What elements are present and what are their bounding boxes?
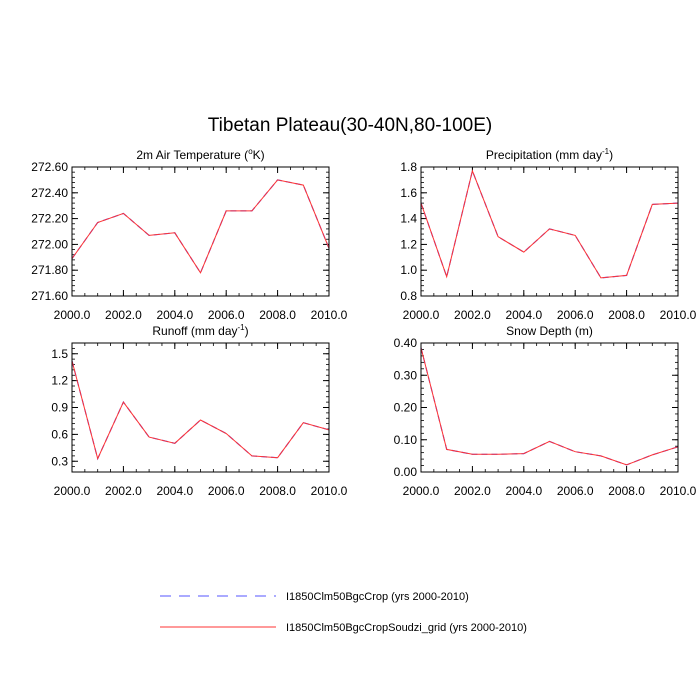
x-tick-label: 2010.0 xyxy=(311,484,348,498)
legend: I1850Clm50BgcCrop (yrs 2000-2010) I1850C… xyxy=(160,591,527,634)
x-tick-label: 2010.0 xyxy=(311,308,348,322)
plot-frame xyxy=(71,342,330,473)
y-tick-label: 1.8 xyxy=(400,160,417,174)
x-tick-label: 2006.0 xyxy=(208,308,245,322)
y-tick-label: 0.00 xyxy=(394,465,418,479)
x-tick-label: 2000.0 xyxy=(403,484,440,498)
y-tick-label: 272.20 xyxy=(31,212,68,226)
legend-label-soudzi: I1850Clm50BgcCropSoudzi_grid (yrs 2000-2… xyxy=(286,622,527,634)
x-tick-label: 2008.0 xyxy=(259,484,296,498)
x-tick-label: 2010.0 xyxy=(660,308,697,322)
panels: 2000.0 2002.0 2004.0 2006.0 2008.0 2010.0 271.… xyxy=(31,147,696,498)
x-tick-label: 2002.0 xyxy=(454,484,491,498)
panel-title: 2m Air Temperature (oK) xyxy=(136,147,264,162)
y-tick-label: 1.5 xyxy=(51,347,68,361)
plot-frame xyxy=(420,342,679,473)
x-tick-label: 2000.0 xyxy=(54,308,91,322)
panel-title: Snow Depth (m) xyxy=(506,324,593,338)
x-tick-label: 2004.0 xyxy=(505,308,542,322)
y-tick-label: 272.60 xyxy=(31,160,68,174)
x-tick-label: 2002.0 xyxy=(454,308,491,322)
y-tick-label: 1.0 xyxy=(400,263,417,277)
y-tick-label: 1.4 xyxy=(400,212,417,226)
x-tick-label: 2008.0 xyxy=(608,484,645,498)
y-tick-label: 271.80 xyxy=(31,263,68,277)
figure-title: Tibetan Plateau(30-40N,80-100E) xyxy=(208,115,492,136)
chart-panel-4: 2000.0 2002.0 2004.0 2006.0 2008.0 2010.0 0.00… xyxy=(394,324,697,498)
x-tick-label: 2008.0 xyxy=(608,308,645,322)
series-line-2 xyxy=(71,179,330,274)
chart-panel-3: 2000.0 2002.0 2004.0 2006.0 2008.0 2010.0 0.3 0… xyxy=(51,323,347,498)
y-tick-label: 0.30 xyxy=(394,368,418,382)
x-tick-label: 2006.0 xyxy=(208,484,245,498)
series-line-2 xyxy=(420,169,679,279)
y-tick-label: 272.00 xyxy=(31,237,68,251)
y-tick-label: 0.10 xyxy=(394,433,418,447)
y-tick-label: 0.40 xyxy=(394,336,418,350)
x-tick-label: 2002.0 xyxy=(105,308,142,322)
x-tick-label: 2004.0 xyxy=(156,308,193,322)
x-tick-label: 2008.0 xyxy=(259,308,296,322)
y-tick-label: 0.3 xyxy=(51,454,68,468)
y-tick-label: 0.20 xyxy=(394,401,418,415)
panel-title: Precipitation (mm day-1) xyxy=(486,147,613,162)
x-tick-label: 2006.0 xyxy=(557,484,594,498)
x-tick-label: 2004.0 xyxy=(505,484,542,498)
y-tick-label: 0.6 xyxy=(51,427,68,441)
y-tick-label: 271.60 xyxy=(31,289,68,303)
y-tick-label: 0.8 xyxy=(400,289,417,303)
legend-label-crop: I1850Clm50BgcCrop (yrs 2000-2010) xyxy=(286,591,469,603)
plot-frame xyxy=(420,166,679,297)
y-tick-label: 1.2 xyxy=(400,237,417,251)
x-tick-label: 2000.0 xyxy=(403,308,440,322)
x-tick-label: 2006.0 xyxy=(557,308,594,322)
series-line-2 xyxy=(420,347,679,466)
plot-frame xyxy=(71,166,330,297)
y-tick-label: 1.6 xyxy=(400,186,417,200)
chart-panel-2: 2000.0 2002.0 2004.0 2006.0 2008.0 2010.0 0.8 1… xyxy=(400,147,696,322)
chart-panel-1: 2000.0 2002.0 2004.0 2006.0 2008.0 2010.0 271.… xyxy=(31,147,347,322)
y-tick-label: 0.9 xyxy=(51,401,68,415)
series-line-2 xyxy=(71,360,330,461)
x-tick-label: 2000.0 xyxy=(54,484,91,498)
y-tick-label: 1.2 xyxy=(51,374,68,388)
panel-title: Runoff (mm day-1) xyxy=(152,323,248,338)
x-tick-label: 2002.0 xyxy=(105,484,142,498)
x-tick-label: 2004.0 xyxy=(156,484,193,498)
x-tick-label: 2010.0 xyxy=(660,484,697,498)
y-tick-label: 272.40 xyxy=(31,186,68,200)
